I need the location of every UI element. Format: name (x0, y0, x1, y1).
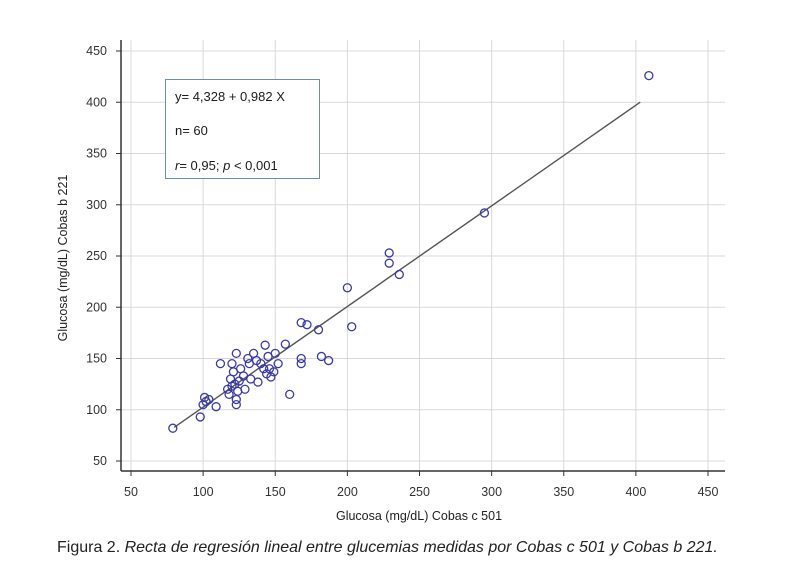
data-point (266, 372, 276, 382)
data-point (342, 283, 353, 293)
data-point (296, 353, 306, 364)
y-tick-label: 400 (86, 95, 107, 109)
regression-equation: y= 4,328 + 0,982 X (175, 89, 285, 104)
data-point (231, 348, 241, 359)
x-tick-label: 450 (698, 485, 719, 499)
data-point (201, 396, 211, 407)
x-tick-label: 100 (193, 485, 214, 499)
x-tick-label: 350 (553, 485, 574, 499)
x-tick-label: 150 (265, 485, 286, 499)
data-point (215, 358, 226, 369)
data-point (231, 399, 241, 410)
y-tick-label: 50 (93, 454, 107, 468)
data-point (384, 248, 394, 258)
data-point (256, 358, 266, 369)
data-point (195, 412, 205, 422)
data-point (394, 269, 404, 280)
grid (121, 40, 725, 471)
data-point (269, 367, 279, 377)
x-tick-label: 300 (481, 485, 502, 499)
y-tick-label: 450 (86, 44, 107, 58)
x-tick-label: 50 (124, 485, 138, 499)
data-point (240, 384, 250, 394)
data-point (280, 339, 290, 349)
caption-prefix: Figura 2. (57, 539, 121, 556)
x-tick-label: 400 (625, 485, 646, 499)
data-point (323, 355, 334, 366)
data-point (296, 358, 306, 369)
y-tick-label: 150 (86, 352, 107, 366)
data-point (347, 322, 357, 332)
data-point (313, 325, 324, 335)
y-tick-label: 300 (86, 198, 107, 212)
data-point (302, 320, 312, 330)
axes (116, 40, 725, 476)
regression-line (173, 101, 641, 428)
data-point (644, 70, 654, 81)
data-point (260, 340, 270, 350)
data-point (227, 358, 237, 369)
y-tick-label: 100 (86, 403, 107, 417)
data-point (243, 353, 253, 364)
p-symbol: p (223, 158, 231, 173)
data-point (384, 258, 394, 268)
sample-size: n= 60 (175, 123, 208, 138)
data-point (168, 423, 178, 433)
p-value: < 0,001 (230, 158, 278, 173)
figure-caption: Figura 2. Recta de regresión lineal entr… (57, 539, 718, 557)
x-tick-label: 200 (337, 485, 358, 499)
x-tick-label: 250 (409, 485, 430, 499)
y-tick-label: 200 (86, 300, 107, 314)
data-point (259, 364, 269, 374)
data-point (224, 389, 234, 400)
correlation-stats: r= 0,95; p < 0,001 (175, 158, 278, 173)
x-axis-title: Glucosa (mg/dL) Cobas c 501 (336, 509, 502, 523)
y-tick-label: 250 (86, 249, 107, 263)
regression-line-group (173, 101, 641, 428)
data-point (296, 317, 306, 328)
data-points (168, 70, 654, 433)
r-symbol: r (175, 158, 180, 173)
data-point (270, 348, 280, 359)
y-tick-label: 350 (86, 147, 107, 161)
r-value: = 0,95; (179, 158, 220, 173)
data-point (227, 381, 237, 391)
data-point (199, 392, 210, 403)
regression-stats-box: y= 4,328 + 0,982 X n= 60 r= 0,95; p < 0,… (165, 79, 320, 179)
y-axis-title: Glucosa (mg/dL) Cobas b 221 (56, 175, 70, 342)
data-point (316, 351, 327, 362)
caption-text: Recta de regresión lineal entre glucemia… (120, 539, 718, 556)
data-point (253, 377, 263, 387)
data-point (273, 358, 283, 369)
data-point (479, 208, 490, 218)
data-point (204, 394, 214, 405)
data-point (285, 389, 295, 400)
data-point (211, 402, 221, 412)
tick-labels: 50 100 150 200 250 300 350 400 450 50 100 150 200 250… (86, 44, 718, 499)
